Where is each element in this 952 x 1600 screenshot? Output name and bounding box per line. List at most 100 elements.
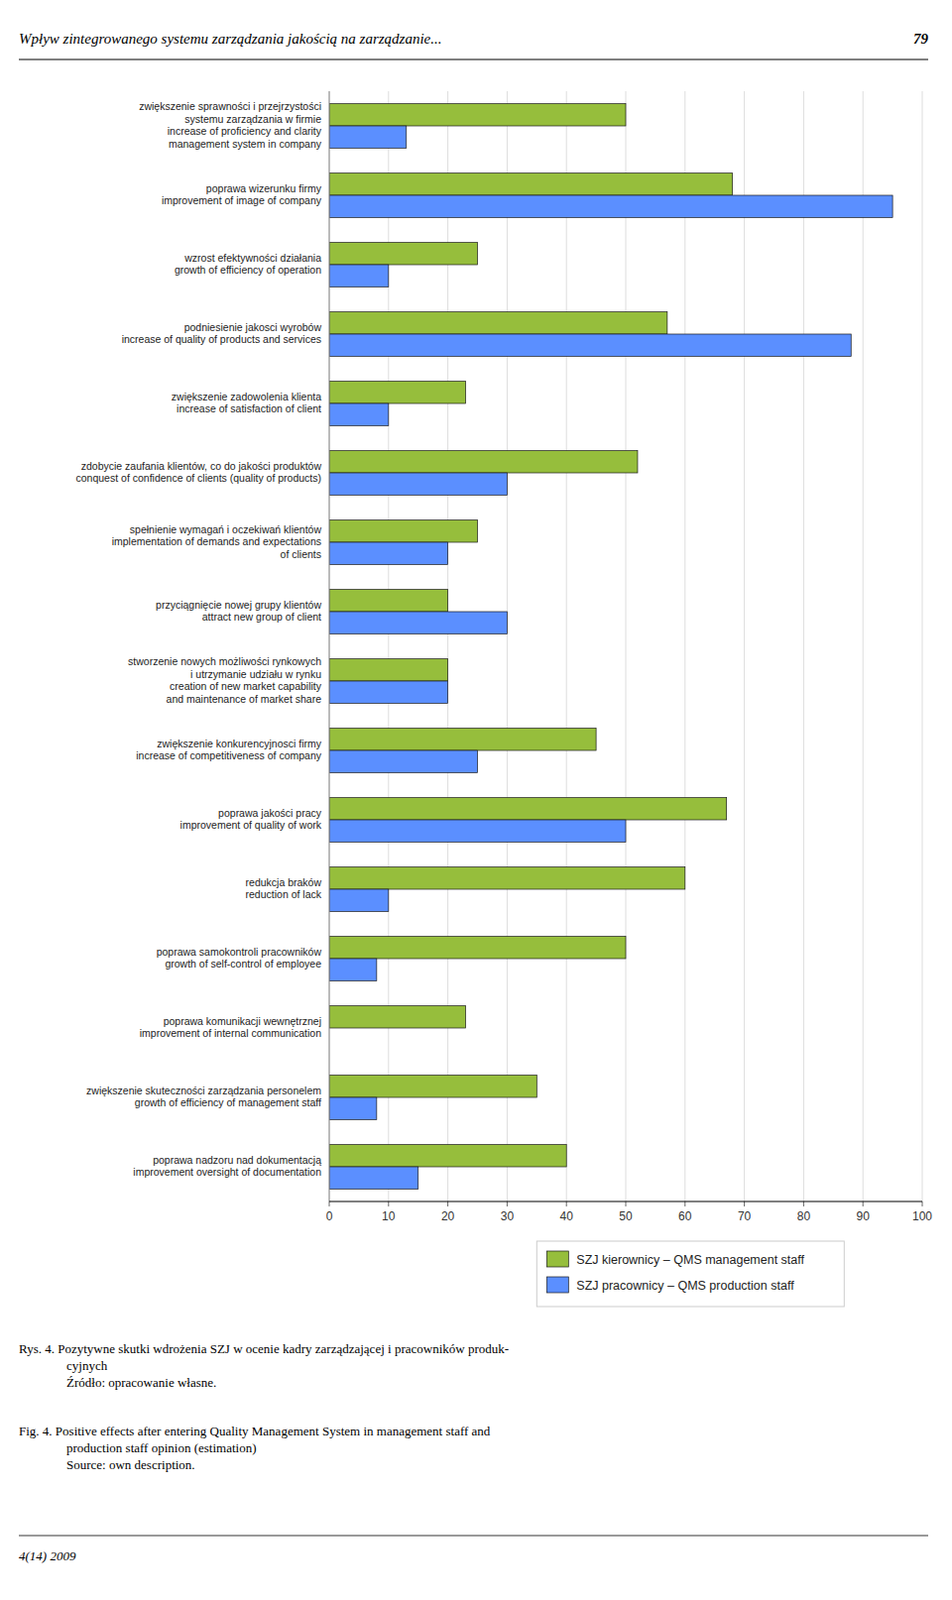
text-line: poprawa nadzoru nad dokumentacją [152,1154,322,1167]
bar [329,104,626,126]
category-label: poprawa jakości pracyimprovement of qual… [180,807,323,833]
category-label: zwiększenie zadowolenia klientaincrease … [171,390,322,416]
background [0,0,952,1600]
title-rule [18,59,929,61]
text-line: poprawa komunikacji wewnętrznej [163,1015,322,1028]
bar [329,611,507,634]
category-label: spełnienie wymagań i oczekiwań klientówi… [112,522,323,560]
footer-rule [18,1536,929,1538]
tick-mark [447,1201,449,1207]
text-line: increase of satisfaction of client [176,402,322,415]
y-axis-line [329,91,331,1202]
bar [329,520,478,543]
text-line: zwiększenie zadowolenia klienta [171,390,322,403]
tick-label: 10 [381,1209,396,1224]
text-line: and maintenance of market share [166,693,323,706]
text-line: cyjnych [66,1358,109,1374]
text-line: i utrzymanie udziału w rynku [190,668,322,681]
bar [329,312,668,335]
bar [329,195,893,218]
tick-mark [684,1201,686,1207]
bar [329,750,478,773]
category-label: wzrost efektywności działaniagrowth of e… [174,251,322,277]
bar [329,473,507,495]
bar [329,1006,467,1029]
category-label: poprawa komunikacji wewnętrznejimproveme… [139,1015,322,1041]
x-axis-line [329,1201,923,1203]
tick-mark [387,1201,389,1207]
bar [329,820,626,842]
text-line: production staff opinion (estimation) [66,1440,256,1456]
text-line: increase of competitiveness of company [135,749,323,762]
legend-label: SZJ kierownicy – QMS management staff [576,1253,805,1268]
text-line: improvement oversight of documentation [132,1166,322,1179]
tick-label: 50 [618,1209,633,1224]
text-line: improvement of image of company [161,194,323,207]
category-label: zwiększenie konkurencyjnosci firmyincrea… [135,737,323,763]
tick-label: 20 [441,1209,456,1224]
text-line: spełnienie wymagań i oczekiwań klientów [129,522,323,535]
bar [329,728,596,751]
bar [329,867,686,890]
text-line: conquest of confidence of clients (quali… [76,472,322,484]
category-label: zwiększenie skuteczności zarządzania per… [86,1084,322,1110]
tick-mark [803,1201,805,1207]
bar [329,264,389,287]
category-label: poprawa samokontroli pracownikówgrowth o… [156,946,323,971]
bar [329,334,851,357]
text-line: implementation of demands and expectatio… [112,535,322,548]
text-line: increase of proficiency and clarity [167,124,323,137]
category-label: zwiększenie sprawności i przejrzystościs… [138,100,323,150]
text-line: creation of new market capability [169,680,323,693]
bar [329,1097,377,1120]
text-line: Fig. 4. Positive effects after entering … [18,1424,491,1439]
grid-line [803,91,805,1202]
text-line: stworzenie nowych możliwości rynkowych [127,655,322,668]
text-line: przyciągnięcie nowej grupy klientów [155,598,322,611]
category-label: podniesienie jakosci wyrobówincrease of … [121,321,323,347]
text-line: Source: own description. [66,1457,196,1473]
text-line: wzrost efektywności działania [183,251,322,264]
category-label: poprawa wizerunku firmyimprovement of im… [161,182,323,208]
page-number: 79 [913,30,930,47]
bar [329,958,377,981]
category-label: zdobycie zaufania klientów, co do jakośc… [76,460,323,485]
category-label: redukcja brakówreduction of lack [245,876,323,902]
chart-root: Wpływ zintegrowanego systemu zarządzania… [0,0,952,1600]
text-line: zwiększenie konkurencyjnosci firmy [156,737,322,750]
tick-label: 60 [678,1209,693,1224]
bar [329,381,467,404]
bar [329,403,389,426]
category-label: poprawa nadzoru nad dokumentacjąimprovem… [132,1154,322,1180]
tick-mark [566,1201,568,1207]
legend-label: SZJ pracownicy – QMS production staff [576,1279,795,1294]
text-line: improvement of quality of work [180,819,323,832]
legend: SZJ kierownicy – QMS management staff SZJ… [536,1241,844,1308]
tick-mark [743,1201,745,1207]
tick-label: 70 [737,1209,752,1224]
text-line: poprawa jakości pracy [218,807,323,820]
tick-mark [922,1201,924,1207]
y-axis: zwiększenie sprawności i przejrzystości s… [76,100,323,1179]
text-line: attract new group of client [202,610,322,623]
tick-label: 30 [500,1209,515,1224]
bar [329,1167,419,1190]
bar [329,173,733,196]
bar [329,590,449,612]
text-line: poprawa wizerunku firmy [206,182,323,195]
grid-line [625,91,627,1202]
text-line: zwiększenie sprawności i przejrzystości [138,100,322,113]
caption: Rys. 4. Pozytywne skutki wdrożenia SZJ w… [18,1341,509,1391]
bars [329,104,893,1190]
tick-mark [329,1201,331,1207]
grid-line [566,91,568,1202]
footer: 4(14) 2009 [18,1548,77,1564]
category-label: stworzenie nowych możliwości rynkowychi … [127,655,323,706]
text-line: zwiększenie skuteczności zarządzania per… [86,1084,322,1097]
x-axis: 0102030405060708090100 [326,1201,934,1224]
category-label: przyciągnięcie nowej grupy klientówattra… [155,598,322,624]
tick-label: 40 [560,1209,575,1224]
bar [329,798,727,821]
text-line: poprawa samokontroli pracowników [156,946,323,958]
text-line: redukcja braków [245,876,323,889]
